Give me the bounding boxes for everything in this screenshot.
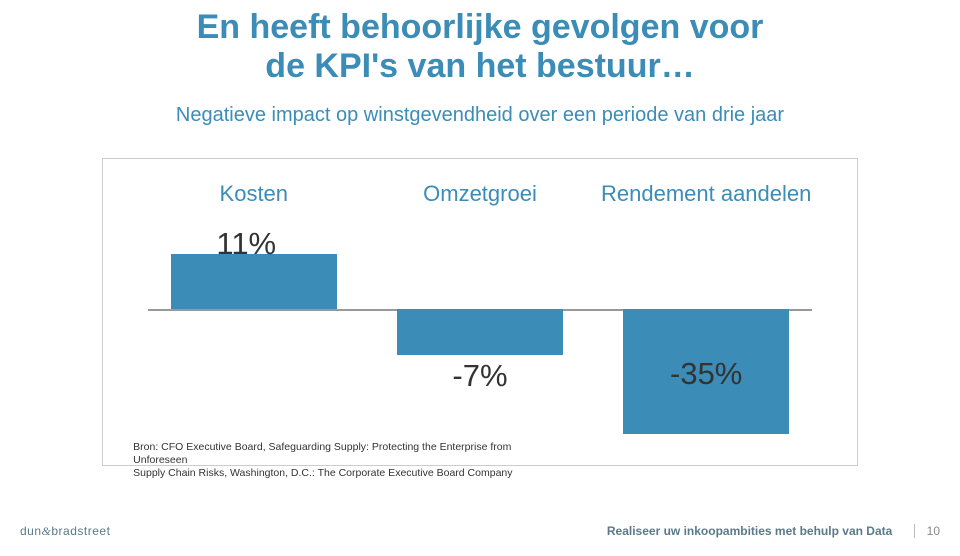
brand-prefix: dun [20,524,42,538]
slide-subtitle: Negatieve impact op winstgevendheid over… [0,104,960,127]
column-header-rendement: Rendement aandelen [601,181,812,207]
bar-label-rendement: -35% [623,356,789,392]
chart-inner: Kosten Omzetgroei Rendement aandelen 11%… [103,159,857,465]
brand-ampersand-icon: & [42,524,52,538]
title-line2: de KPI's van het bestuur… [265,47,694,85]
bar-omzetgroei [397,309,563,355]
slide-footer: dun&bradstreet Realiseer uw inkoopambiti… [20,524,940,546]
column-header-omzetgroei: Omzetgroei [374,181,585,207]
brand-suffix: bradstreet [51,524,110,538]
source-citation: Bron: CFO Executive Board, Safeguarding … [133,441,555,480]
page-number: 10 [914,524,940,538]
slide: En heeft behoorlijke gevolgen voor de KP… [0,0,960,556]
slide-title: En heeft behoorlijke gevolgen voor de KP… [0,8,960,86]
bar-label-omzetgroei: -7% [397,358,563,394]
bar-label-kosten: 11% [163,226,329,262]
chart-container: Kosten Omzetgroei Rendement aandelen 11%… [102,158,858,466]
column-header-kosten: Kosten [148,181,359,207]
footer-caption: Realiseer uw inkoopambities met behulp v… [607,524,892,538]
source-line1: Bron: CFO Executive Board, Safeguarding … [133,441,511,466]
source-line2: Supply Chain Risks, Washington, D.C.: Th… [133,467,512,479]
title-line1: En heeft behoorlijke gevolgen voor [197,8,764,46]
footer-right: Realiseer uw inkoopambities met behulp v… [607,524,940,538]
brand-logo-text: dun&bradstreet [20,524,110,539]
